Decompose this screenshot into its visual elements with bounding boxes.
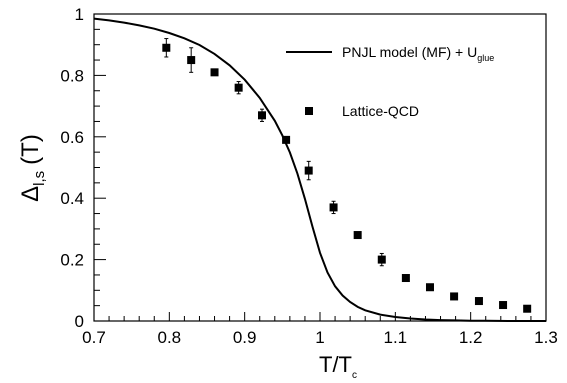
series-layer	[93, 17, 546, 322]
y-tick-label: 0.4	[60, 189, 84, 208]
data-point-lattice	[499, 301, 508, 310]
x-tick-label: 1	[315, 328, 324, 347]
x-axis-title: T/Tc	[319, 352, 357, 381]
tick-labels: 0.7 0.8 0.9 1 1.1 1.2 1.3 0 0.2 0.4 0.6 0.8 1	[60, 5, 557, 347]
data-point-lattice	[425, 283, 434, 292]
x-tick-label: 1.2	[459, 328, 483, 347]
data-point-lattice	[353, 231, 362, 240]
data-point-lattice	[377, 255, 386, 264]
data-point-lattice	[187, 56, 196, 65]
y-tick-label: 0.8	[60, 66, 84, 85]
x-tick-label: 0.7	[82, 328, 106, 347]
x-tick-label: 0.9	[233, 328, 257, 347]
data-point-lattice	[234, 83, 243, 92]
data-point-lattice	[162, 43, 171, 52]
data-point-lattice	[257, 111, 266, 120]
x-tick-label: 1.3	[534, 328, 558, 347]
data-point-lattice	[474, 297, 483, 306]
legend-label-lattice: Lattice-QCD	[342, 103, 419, 119]
data-point-lattice	[282, 135, 291, 144]
x-tick-label: 0.8	[158, 328, 182, 347]
data-point-lattice	[210, 68, 219, 77]
legend-marker-lattice	[305, 107, 313, 115]
data-point-lattice	[304, 166, 313, 175]
series-line-pnjl	[93, 17, 546, 322]
y-axis-title: Δl,s(T)	[17, 134, 48, 202]
data-point-lattice	[523, 304, 532, 313]
legend: PNJL model (MF) + Uglue Lattice-QCD	[286, 44, 494, 119]
y-tick-label: 0.2	[60, 251, 84, 270]
y-tick-label: 1	[75, 5, 84, 24]
data-point-lattice	[329, 203, 338, 212]
legend-label-pnjl: PNJL model (MF) + Uglue	[342, 44, 494, 63]
y-tick-label: 0	[75, 312, 84, 331]
data-point-lattice	[401, 274, 410, 283]
y-tick-label: 0.6	[60, 128, 84, 147]
data-point-lattice	[450, 292, 459, 301]
x-tick-label: 1.1	[384, 328, 408, 347]
